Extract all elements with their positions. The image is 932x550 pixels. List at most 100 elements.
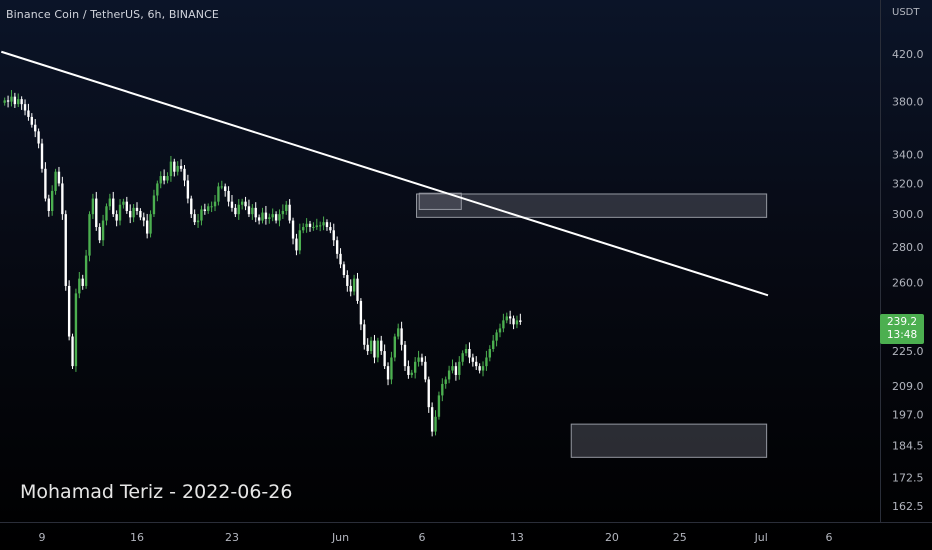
candle-body xyxy=(6,100,10,102)
candle-body xyxy=(142,217,145,221)
time-axis-labels: 9 16 23 Jun 6 13 20 25 Jul 6 xyxy=(39,531,833,544)
time-tick-label: 9 xyxy=(39,531,46,544)
candle-body xyxy=(227,190,230,202)
candle-body xyxy=(237,204,240,215)
candle-body xyxy=(101,220,105,241)
trendline[interactable] xyxy=(0,50,769,297)
candle-body xyxy=(485,357,488,367)
candle-body xyxy=(278,214,281,221)
candle-body xyxy=(291,220,295,239)
candle-body xyxy=(50,190,54,211)
candle-body xyxy=(118,204,122,221)
last-price-badge: 239.2 13:48 xyxy=(880,314,924,344)
candle-body xyxy=(112,198,115,215)
candle-body xyxy=(115,214,118,221)
candle-body xyxy=(196,220,200,223)
candle-body xyxy=(325,222,329,228)
candle-body xyxy=(95,198,98,228)
candle-body xyxy=(251,207,254,215)
time-axis-divider xyxy=(0,522,932,523)
candle-body xyxy=(515,320,519,325)
candle-body xyxy=(458,361,461,375)
price-axis-divider xyxy=(880,0,881,522)
candle-body xyxy=(342,264,346,276)
symbol-title[interactable]: Binance Coin / TetherUS, 6h, BINANCE xyxy=(6,8,219,21)
candle-body xyxy=(217,186,220,202)
candle-body xyxy=(400,328,403,345)
candle-body xyxy=(132,207,135,218)
candle-body xyxy=(193,214,196,223)
candle-body xyxy=(366,344,369,352)
candle-body xyxy=(444,379,447,384)
candle-body xyxy=(430,407,434,432)
candle-body xyxy=(183,168,186,181)
candle-body xyxy=(335,240,339,254)
candle-body xyxy=(488,348,491,358)
candle-body xyxy=(285,204,288,211)
candle-body xyxy=(495,332,498,341)
price-axis-labels: 420.0 380.0 340.0 320.0 300.0 280.0 260.0 225.0… xyxy=(892,48,924,513)
candle-body xyxy=(257,217,261,221)
candle-body xyxy=(190,198,193,215)
candle-body xyxy=(213,201,217,207)
candle-body xyxy=(105,206,108,221)
candle-body xyxy=(74,293,78,367)
candle-body xyxy=(492,340,495,349)
candle-body xyxy=(312,227,315,229)
candle-body xyxy=(393,336,397,358)
candle-body xyxy=(34,124,37,132)
candle-body xyxy=(67,285,71,337)
candle-body xyxy=(186,180,190,199)
candle-body xyxy=(179,165,183,169)
candle-body xyxy=(468,348,471,358)
candle-body xyxy=(264,212,268,219)
candle-body xyxy=(169,161,173,177)
time-tick-label: Jun xyxy=(331,531,349,544)
candle-body xyxy=(57,171,61,184)
candle-body xyxy=(162,176,166,181)
candle-body xyxy=(427,379,430,408)
candle-body xyxy=(61,183,64,215)
candle-body xyxy=(261,212,264,221)
price-tick-label: 280.0 xyxy=(892,241,924,254)
currency-label[interactable]: USDT xyxy=(892,7,920,18)
candle-body xyxy=(54,171,57,191)
price-tick-label: 320.0 xyxy=(892,177,924,190)
candle-body xyxy=(64,214,67,286)
candle-body xyxy=(271,214,274,218)
price-tick-label: 162.5 xyxy=(892,500,924,513)
candle-body xyxy=(339,253,342,265)
candle-body xyxy=(305,223,308,228)
candle-body xyxy=(224,186,227,191)
price-tick-label: 380.0 xyxy=(892,96,924,109)
candle-body xyxy=(88,214,91,256)
candle-body xyxy=(454,366,458,375)
candle-body xyxy=(71,336,74,367)
time-tick-label: 6 xyxy=(826,531,833,544)
candle-body xyxy=(298,230,302,251)
zone-resistance[interactable] xyxy=(416,193,768,218)
candle-body xyxy=(30,116,34,125)
price-tick-label: 172.5 xyxy=(892,472,924,485)
candle-body xyxy=(437,395,441,417)
candle-body xyxy=(173,161,176,172)
price-tick-label: 340.0 xyxy=(892,149,924,162)
price-tick-label: 300.0 xyxy=(892,208,924,221)
candle-body xyxy=(447,370,451,380)
candle-body xyxy=(10,96,13,102)
candle-body xyxy=(380,340,383,352)
zone-test[interactable] xyxy=(418,192,462,210)
zone-support[interactable] xyxy=(570,423,768,458)
candle-body xyxy=(475,361,478,367)
candle-body xyxy=(481,366,485,371)
price-tick-label: 420.0 xyxy=(892,48,924,61)
candle-body xyxy=(244,201,247,207)
candle-body xyxy=(332,230,335,241)
candle-body xyxy=(424,361,427,380)
time-tick-label: 13 xyxy=(510,531,524,544)
candle-body xyxy=(376,340,380,358)
candle-body xyxy=(210,206,213,208)
time-tick-label: 23 xyxy=(225,531,239,544)
time-tick-label: 25 xyxy=(673,531,687,544)
